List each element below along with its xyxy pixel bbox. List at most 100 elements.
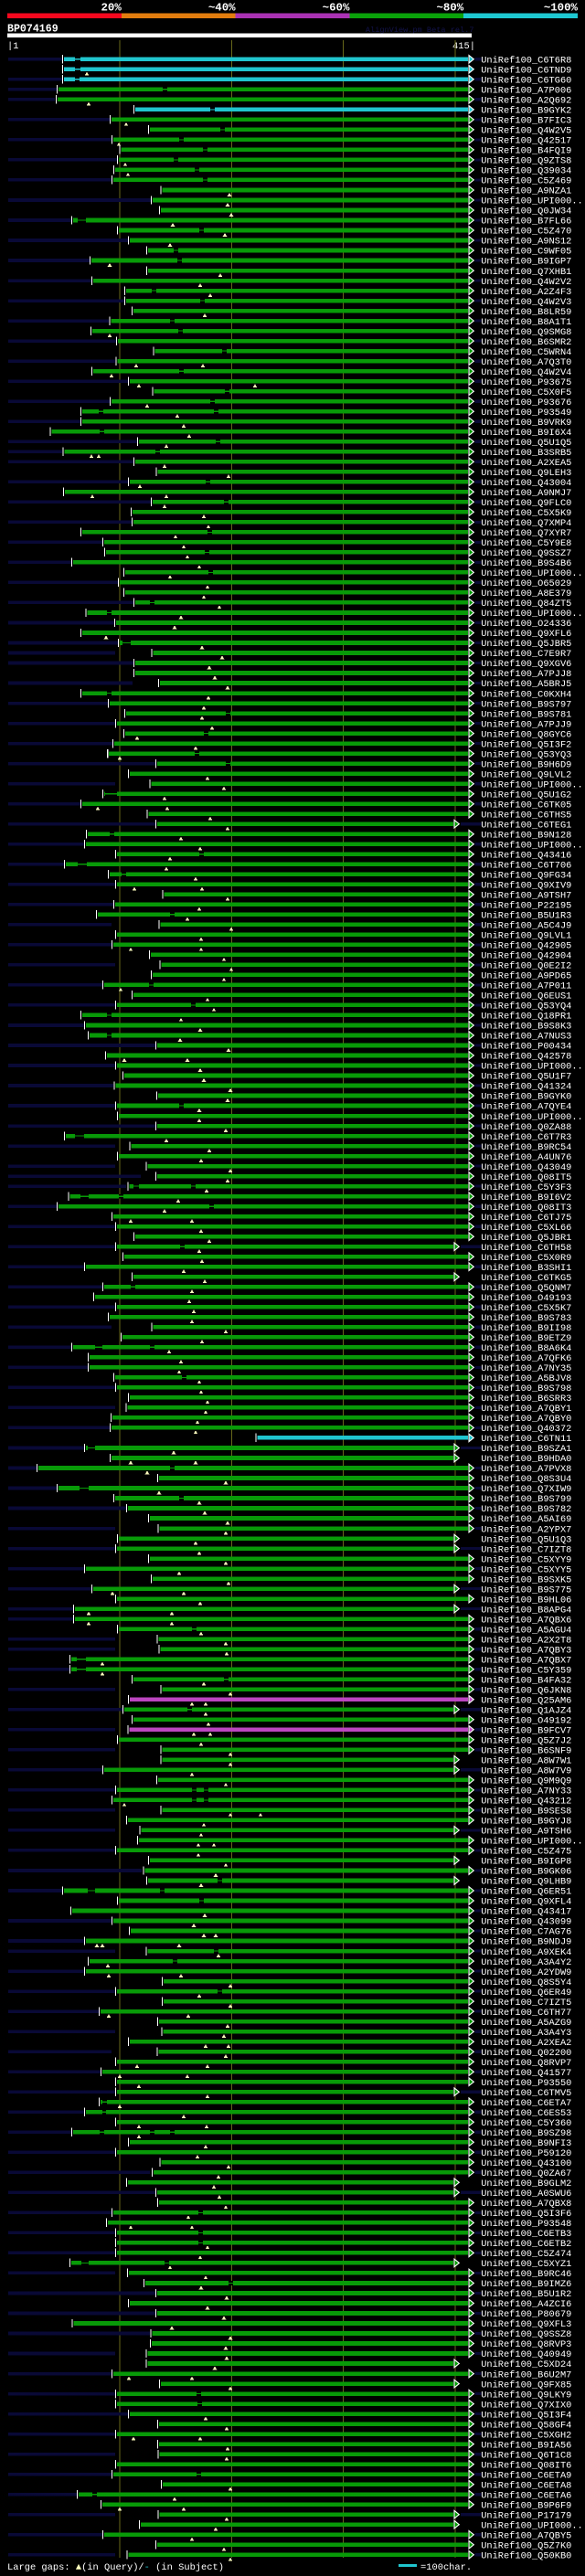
svg-text:UniRef100_O49192: UniRef100_O49192 (481, 1716, 571, 1727)
svg-text:UniRef100_Q9FX85: UniRef100_Q9FX85 (481, 2380, 571, 2390)
svg-text:UniRef100_A5AI69: UniRef100_A5AI69 (481, 1514, 571, 1525)
svg-text:UniRef100_A4UN76: UniRef100_A4UN76 (481, 1152, 571, 1163)
svg-text:UniRef100_A9NS12: UniRef100_A9NS12 (481, 237, 571, 248)
svg-text:UniRef100_A7PJJ9: UniRef100_A7PJJ9 (481, 719, 571, 730)
svg-text:UniRef100_Q58GF4: UniRef100_Q58GF4 (481, 2420, 571, 2431)
svg-text:UniRef100_Q9ZTS8: UniRef100_Q9ZTS8 (481, 156, 571, 167)
svg-text:UniRef100_B5U1R3: UniRef100_B5U1R3 (481, 911, 571, 922)
svg-text:UniRef100_B6U2M7: UniRef100_B6U2M7 (481, 2369, 571, 2380)
svg-text:UniRef100_P00434: UniRef100_P00434 (481, 1042, 571, 1053)
svg-text:UniRef100_A2YPX7: UniRef100_A2YPX7 (481, 1524, 571, 1535)
svg-text:UniRef100_Q4W2V2: UniRef100_Q4W2V2 (481, 277, 571, 288)
svg-text:UniRef100_A7QYE4: UniRef100_A7QYE4 (481, 1102, 571, 1113)
svg-text:UniRef100_B9S798: UniRef100_B9S798 (481, 1383, 571, 1394)
svg-text:UniRef100_A9TSH7: UniRef100_A9TSH7 (481, 891, 571, 902)
svg-text:UniRef100_C5XYY9: UniRef100_C5XYY9 (481, 1554, 571, 1565)
svg-text:UniRef100_Q40949: UniRef100_Q40949 (481, 2349, 571, 2360)
svg-text:UniRef100_Q50KB0: UniRef100_Q50KB0 (481, 2551, 571, 2562)
svg-text:UniRef100_Q9LVL1: UniRef100_Q9LVL1 (481, 931, 571, 942)
svg-text:UniRef100_C5Y9E8: UniRef100_C5Y9E8 (481, 538, 571, 549)
svg-text:UniRef100_C9WF05: UniRef100_C9WF05 (481, 247, 571, 258)
svg-text:UniRef100_B9IMZ6: UniRef100_B9IMZ6 (481, 2279, 571, 2290)
svg-text:UniRef100_A7QBY1: UniRef100_A7QBY1 (481, 1404, 571, 1415)
svg-text:UniRef100_Q9FG34: UniRef100_Q9FG34 (481, 871, 571, 882)
svg-text:UniRef100_B9NDJ9: UniRef100_B9NDJ9 (481, 1937, 571, 1948)
svg-text:UniRef100_B9RC46: UniRef100_B9RC46 (481, 2269, 571, 2280)
svg-text:UniRef100_P93676: UniRef100_P93676 (481, 398, 571, 408)
svg-text:UniRef100_Q5U1F7: UniRef100_Q5U1F7 (481, 1072, 571, 1083)
svg-text:UniRef100_P59120: UniRef100_P59120 (481, 2148, 571, 2159)
svg-text:UniRef100_B9SES8: UniRef100_B9SES8 (481, 1807, 571, 1818)
svg-text:UniRef100_Q41577: UniRef100_Q41577 (481, 2068, 571, 2079)
svg-text:UniRef100_P22195: UniRef100_P22195 (481, 901, 571, 912)
svg-text:UniRef100_C6T6R8: UniRef100_C6T6R8 (481, 56, 571, 67)
svg-text:~40%: ~40% (208, 2, 236, 15)
svg-text:UniRef100_C6TKG5: UniRef100_C6TKG5 (481, 1273, 571, 1284)
svg-text:UniRef100_Q08IT3: UniRef100_Q08IT3 (481, 1203, 571, 1214)
svg-text:UniRef100_Q41324: UniRef100_Q41324 (481, 1082, 571, 1093)
svg-text:UniRef100_A7QBX6: UniRef100_A7QBX6 (481, 1615, 571, 1626)
svg-text:415|: 415| (452, 41, 475, 52)
svg-text:UniRef100_A7NUS3: UniRef100_A7NUS3 (481, 1032, 571, 1043)
svg-text:UniRef100_Q6JKN8: UniRef100_Q6JKN8 (481, 1685, 571, 1696)
svg-text:UniRef100_Q7XIW9: UniRef100_Q7XIW9 (481, 1484, 571, 1495)
svg-text:UniRef100_C6ETB3: UniRef100_C6ETB3 (481, 2229, 571, 2240)
svg-text:UniRef100_Q9LKY9: UniRef100_Q9LKY9 (481, 2390, 571, 2401)
svg-text:UniRef100_UPI000..: UniRef100_UPI000.. (481, 196, 583, 207)
svg-text:UniRef100_B9P6F9: UniRef100_B9P6F9 (481, 2500, 571, 2511)
svg-text:UniRef100_A9TSH6: UniRef100_A9TSH6 (481, 1827, 571, 1838)
svg-text:UniRef100_C5Z475: UniRef100_C5Z475 (481, 1847, 571, 1858)
svg-text:UniRef100_B9HDA0: UniRef100_B9HDA0 (481, 1454, 571, 1465)
svg-text:UniRef100_C5XYZ1: UniRef100_C5XYZ1 (481, 2259, 571, 2270)
svg-text:UniRef100_Q43099: UniRef100_Q43099 (481, 1917, 571, 1928)
svg-text:UniRef100_Q7XIX0: UniRef100_Q7XIX0 (481, 2400, 571, 2411)
svg-text:UniRef100_Q5U1Q3: UniRef100_Q5U1Q3 (481, 1534, 571, 1545)
svg-text:UniRef100_UPI000..: UniRef100_UPI000.. (481, 1837, 583, 1848)
svg-text:UniRef100_Q25AM6: UniRef100_Q25AM6 (481, 1696, 571, 1707)
svg-text:UniRef100_Q0ZA67: UniRef100_Q0ZA67 (481, 2168, 571, 2179)
svg-text:UniRef100_Q7XMP4: UniRef100_Q7XMP4 (481, 518, 571, 529)
svg-text:UniRef100_B9S782: UniRef100_B9S782 (481, 1504, 571, 1515)
svg-text:UniRef100_C6TH58: UniRef100_C6TH58 (481, 1243, 571, 1254)
svg-text:UniRef100_UPI000..: UniRef100_UPI000.. (481, 1062, 583, 1073)
svg-text:UniRef100_A2XEA5: UniRef100_A2XEA5 (481, 458, 571, 469)
svg-text:UniRef100_C5Z469: UniRef100_C5Z469 (481, 176, 571, 187)
svg-text:UniRef100_A7QBY5: UniRef100_A7QBY5 (481, 2531, 571, 2542)
svg-text:UniRef100_B9VRK9: UniRef100_B9VRK9 (481, 418, 571, 429)
svg-text:UniRef100_Q08IT6: UniRef100_Q08IT6 (481, 2460, 571, 2471)
svg-text:UniRef100_P17179: UniRef100_P17179 (481, 2510, 571, 2521)
svg-text:UniRef100_A7QBX7: UniRef100_A7QBX7 (481, 1655, 571, 1666)
svg-text:UniRef100_Q9M9Q9: UniRef100_Q9M9Q9 (481, 1776, 571, 1787)
svg-text:UniRef100_C5XL66: UniRef100_C5XL66 (481, 1223, 571, 1234)
svg-text:UniRef100_C5XD24: UniRef100_C5XD24 (481, 2359, 571, 2370)
svg-text:UniRef100_C5Y3F3: UniRef100_C5Y3F3 (481, 1182, 571, 1193)
svg-text:UniRef100_Q43212: UniRef100_Q43212 (481, 1797, 571, 1807)
svg-text:UniRef100_Q8RVP7: UniRef100_Q8RVP7 (481, 2058, 571, 2069)
svg-text:~100%: ~100% (544, 2, 579, 15)
svg-text:UniRef100_C6T7R3: UniRef100_C6T7R3 (481, 1132, 571, 1143)
svg-text:UniRef100_Q5JBR1: UniRef100_Q5JBR1 (481, 1233, 571, 1244)
svg-text:UniRef100_Q6ER49: UniRef100_Q6ER49 (481, 1988, 571, 1998)
svg-text:UniRef100_C0KXH4: UniRef100_C0KXH4 (481, 689, 571, 700)
svg-text:UniRef100_A7QBX8: UniRef100_A7QBX8 (481, 2199, 571, 2210)
svg-text:UniRef100_A9PD65: UniRef100_A9PD65 (481, 971, 571, 982)
svg-text:UniRef100_B8A1T1: UniRef100_B8A1T1 (481, 317, 571, 328)
svg-text:UniRef100_B9S797: UniRef100_B9S797 (481, 699, 571, 710)
svg-text:UniRef100_B9H6D9: UniRef100_B9H6D9 (481, 759, 571, 770)
svg-text:UniRef100_B5U1R2: UniRef100_B5U1R2 (481, 2289, 571, 2300)
svg-text:UniRef100_A8W7V9: UniRef100_A8W7V9 (481, 1766, 571, 1777)
svg-text:UniRef100_B9S799: UniRef100_B9S799 (481, 1494, 571, 1505)
svg-text:UniRef100_Q8GYC6: UniRef100_Q8GYC6 (481, 729, 571, 740)
svg-text:UniRef100_UPI000..: UniRef100_UPI000.. (481, 779, 583, 790)
svg-text:UniRef100_A9XEK4: UniRef100_A9XEK4 (481, 1947, 571, 1958)
svg-text:UniRef100_C6TEG1: UniRef100_C6TEG1 (481, 820, 571, 831)
svg-text:UniRef100_B3SHI1: UniRef100_B3SHI1 (481, 1263, 571, 1274)
svg-text:UniRef100_Q39034: UniRef100_Q39034 (481, 166, 571, 177)
svg-text:UniRef100_C6ETA6: UniRef100_C6ETA6 (481, 2490, 571, 2501)
svg-text:UniRef100_C6ETA9: UniRef100_C6ETA9 (481, 2470, 571, 2481)
svg-text:UniRef100_Q43004: UniRef100_Q43004 (481, 478, 571, 489)
svg-text:UniRef100_C7AG76: UniRef100_C7AG76 (481, 1927, 571, 1938)
svg-text:UniRef100_B9IGP7: UniRef100_B9IGP7 (481, 257, 571, 268)
svg-text:AlignView.pm Beta rel.7: AlignView.pm Beta rel.7 (366, 26, 474, 35)
svg-text:UniRef100_Q42904: UniRef100_Q42904 (481, 951, 571, 962)
